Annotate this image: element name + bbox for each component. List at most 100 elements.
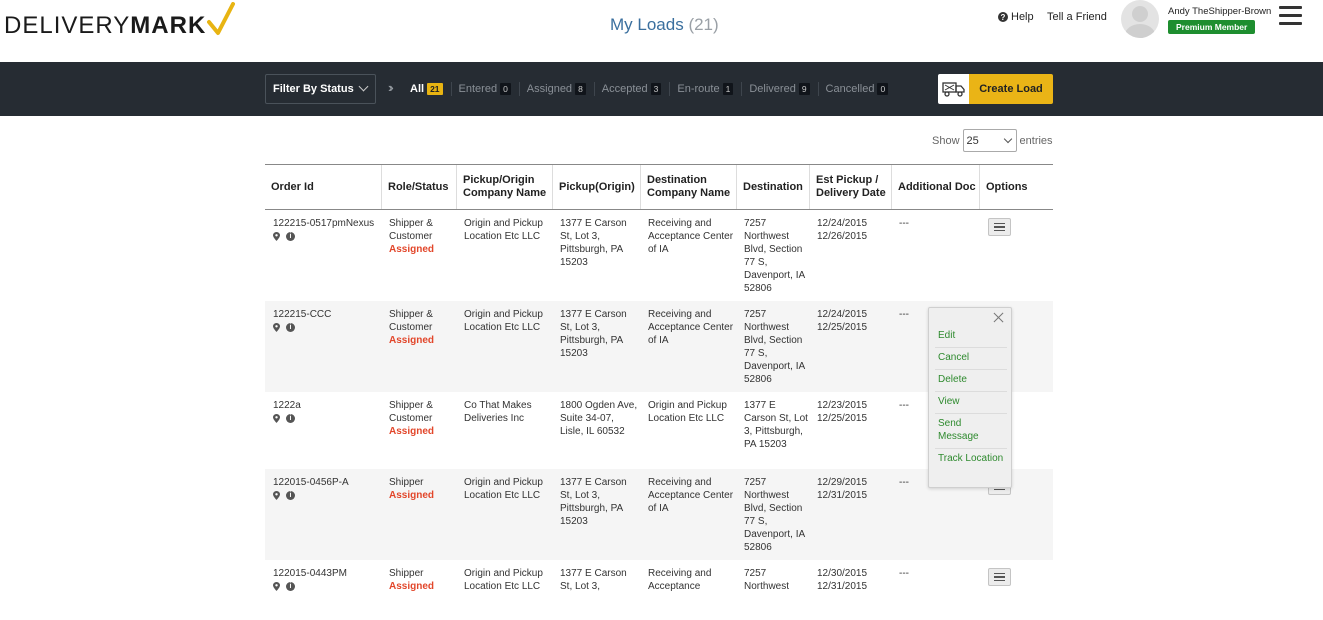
row-icons: i <box>273 323 381 332</box>
entries-value: 25 <box>966 134 979 147</box>
hamburger-menu-icon[interactable] <box>1279 6 1302 30</box>
tab-accepted[interactable]: Accepted 3 <box>602 82 671 96</box>
header: DELIVERY MARK My Loads (21) ? Help Tell a… <box>0 0 1323 62</box>
column-header-order-id[interactable]: Order Id <box>271 180 314 193</box>
pickup-address: 1377 E Carson St, Lot 3, Pittsburgh, PA … <box>560 218 627 268</box>
additional-doc-cell: --- <box>891 301 979 392</box>
order-id: 122215-0517pmNexus <box>273 218 375 229</box>
map-pin-icon[interactable] <box>273 323 280 332</box>
menu-item-view[interactable]: View <box>935 392 1007 414</box>
map-pin-icon[interactable] <box>273 232 280 241</box>
table-row[interactable]: 122015-0456P-A i Shipper Assigned Origin and… <box>265 469 1053 560</box>
status-badge: Assigned <box>389 426 435 437</box>
user-name[interactable]: Andy TheShipper-Brown <box>1168 6 1272 17</box>
destination-company-cell: Receiving and Acceptance Center of IA <box>640 301 736 392</box>
order-id-cell: 122015-0456P-A i <box>265 469 381 560</box>
tab-label: All <box>410 83 425 95</box>
tab-delivered[interactable]: Delivered 9 <box>749 82 819 96</box>
status-toolbar: Filter By Status ›› All 21 Entered 0 Ass… <box>0 62 1323 116</box>
destination-company-cell: Receiving and Acceptance Center of IA <box>640 469 736 560</box>
menu-item-send-message[interactable]: Send Message <box>935 414 1007 449</box>
column-header-dates[interactable]: Est Pickup / Delivery Date <box>809 165 891 209</box>
destination-company: Receiving and Acceptance Center of IA <box>648 309 734 346</box>
destination-company-cell: Receiving and Acceptance <box>640 560 736 620</box>
pickup-company: Origin and Pickup Location Etc LLC <box>464 568 543 592</box>
destination-cell: 7257 Northwest Blvd, Section 77 S, Daven… <box>736 210 809 301</box>
tab-label: Delivered <box>749 83 796 95</box>
menu-item-cancel[interactable]: Cancel <box>935 348 1007 370</box>
info-icon[interactable]: i <box>286 414 295 423</box>
role-text: Shipper & Customer <box>389 218 433 242</box>
dates-cell: 12/23/2015 12/25/2015 <box>809 392 891 469</box>
table-row[interactable]: 122215-CCC i Shipper & Customer Assigned Ori… <box>265 301 1053 392</box>
destination-cell: 7257 Northwest Blvd, Section 77 S, Daven… <box>736 469 809 560</box>
info-icon[interactable]: i <box>286 232 295 241</box>
column-header-destination[interactable]: Destination <box>736 165 809 209</box>
create-load-button[interactable]: Create Load <box>938 74 1053 104</box>
avatar[interactable] <box>1121 0 1159 38</box>
table-row[interactable]: 122215-0517pmNexus i Shipper & Customer Ass… <box>265 210 1053 301</box>
dates-cell: 12/29/2015 12/31/2015 <box>809 469 891 560</box>
column-header-pickup-origin[interactable]: Pickup(Origin) <box>552 165 640 209</box>
destination-company: Receiving and Acceptance <box>648 568 712 592</box>
pickup-company: Origin and Pickup Location Etc LLC <box>464 218 543 242</box>
pickup-company: Origin and Pickup Location Etc LLC <box>464 477 543 501</box>
map-pin-icon[interactable] <box>273 414 280 423</box>
column-header-pickup-company[interactable]: Pickup/Origin Company Name <box>456 165 552 209</box>
row-options-button[interactable] <box>988 218 1011 236</box>
entries-per-page-select[interactable]: 25 <box>962 129 1017 152</box>
close-icon[interactable] <box>993 311 1005 323</box>
deliverymark-logo[interactable]: DELIVERY MARK <box>4 0 236 40</box>
pickup-origin-cell: 1800 Ogden Ave, Suite 34-07, Lisle, IL 6… <box>552 392 640 469</box>
order-id: 122015-0456P-A <box>273 477 349 488</box>
tab-cancelled[interactable]: Cancelled 0 <box>826 82 897 96</box>
logo-text-mark: MARK <box>130 12 207 39</box>
checkmark-icon <box>207 2 236 35</box>
map-pin-icon[interactable] <box>273 491 280 500</box>
pickup-delivery-dates: 12/29/2015 12/31/2015 <box>817 477 868 501</box>
pickup-address: 1377 E Carson St, Lot 3, Pittsburgh, PA … <box>560 477 627 527</box>
info-icon[interactable]: i <box>286 491 295 500</box>
loads-count: (21) <box>688 15 719 34</box>
options-list: Edit Cancel Delete View Send Message Tra… <box>935 326 1007 470</box>
options-cell <box>979 560 1053 620</box>
status-tabs: All 21 Entered 0 Assigned 8 Accepted 3 E… <box>410 82 903 96</box>
logo-text-delivery: DELIVERY <box>4 12 131 39</box>
row-options-button[interactable] <box>988 568 1011 586</box>
premium-member-badge: Premium Member <box>1168 20 1256 34</box>
info-icon[interactable]: i <box>286 323 295 332</box>
order-id: 1222a <box>273 400 301 411</box>
filter-by-status-label: Filter By Status <box>273 83 354 95</box>
filter-by-status-dropdown[interactable]: Filter By Status <box>265 74 376 104</box>
row-icons: i <box>273 491 381 500</box>
column-header-destination-company[interactable]: Destination Company Name <box>640 165 736 209</box>
pickup-company-cell: Origin and Pickup Location Etc LLC <box>456 301 552 392</box>
tell-a-friend-link[interactable]: Tell a Friend <box>1047 11 1107 23</box>
menu-item-edit[interactable]: Edit <box>935 326 1007 348</box>
tab-en-route[interactable]: En-route 1 <box>677 82 743 96</box>
map-pin-icon[interactable] <box>273 582 280 591</box>
show-label: Show <box>932 134 960 147</box>
table-row[interactable]: 122015-0443PM i Shipper Assigned Origin and … <box>265 560 1053 620</box>
pickup-delivery-dates: 12/30/2015 12/31/2015 <box>817 568 868 592</box>
additional-doc: --- <box>899 400 909 411</box>
row-icons: i <box>273 582 381 591</box>
role-status-cell: Shipper & Customer Assigned <box>381 210 456 301</box>
pickup-company-cell: Origin and Pickup Location Etc LLC <box>456 560 552 620</box>
tab-all[interactable]: All 21 <box>410 82 452 96</box>
column-header-additional-doc[interactable]: Additional Doc <box>891 165 979 209</box>
help-link[interactable]: ? Help <box>998 11 1034 23</box>
role-text: Shipper <box>389 477 424 488</box>
menu-item-track-location[interactable]: Track Location <box>938 453 1004 464</box>
tab-assigned[interactable]: Assigned 8 <box>527 82 595 96</box>
tab-entered[interactable]: Entered 0 <box>459 82 520 96</box>
question-icon: ? <box>998 12 1008 22</box>
status-badge: Assigned <box>389 335 435 346</box>
role-text: Shipper & Customer <box>389 309 433 333</box>
table-row[interactable]: 1222a i Shipper & Customer Assigned Co That … <box>265 392 1053 469</box>
menu-item-delete[interactable]: Delete <box>935 370 1007 392</box>
page-title: My Loads (21) <box>610 15 719 35</box>
column-header-role-status[interactable]: Role/Status <box>381 165 456 209</box>
info-icon[interactable]: i <box>286 582 295 591</box>
additional-doc-cell: --- <box>891 560 979 620</box>
